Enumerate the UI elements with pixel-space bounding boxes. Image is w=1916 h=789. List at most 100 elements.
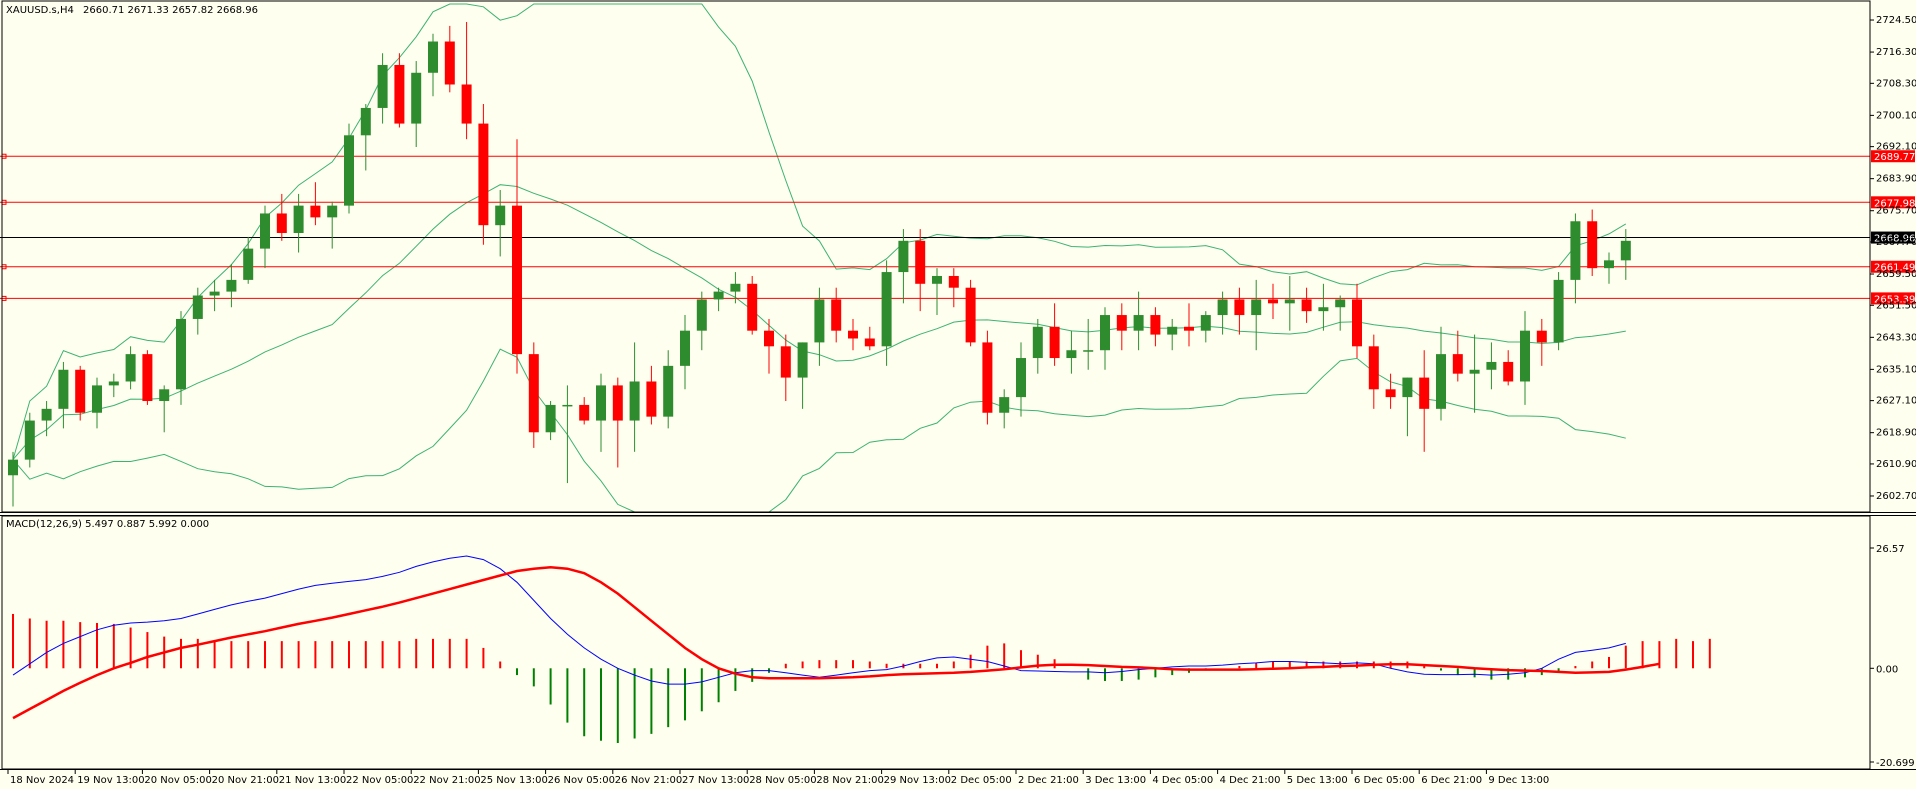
candle	[1167, 318, 1178, 351]
candle-body	[1116, 315, 1127, 331]
candle	[1604, 252, 1614, 284]
time-tick-label: 27 Nov 13:00	[682, 775, 749, 786]
price-tick-label: 2675.70	[1876, 206, 1916, 217]
level-price-tag	[1871, 260, 1915, 273]
candle	[75, 365, 86, 421]
candle-body	[1587, 221, 1598, 269]
candle	[209, 279, 220, 312]
candle	[512, 139, 522, 374]
candle	[1268, 283, 1278, 319]
symbol-header: XAUUSD.s,H4 2660.71 2671.33 2657.82 2668…	[6, 5, 258, 16]
candle-body	[1335, 299, 1346, 308]
candle	[243, 236, 254, 284]
candle-body	[1520, 330, 1530, 382]
candle	[1083, 318, 1094, 370]
price-pane[interactable]	[0, 3, 1870, 513]
candle-body	[226, 279, 237, 292]
candle	[92, 377, 102, 429]
candle	[579, 397, 590, 425]
candle-body	[579, 404, 590, 421]
time-tick-label: 28 Nov 05:00	[749, 775, 816, 786]
time-tick-label: 26 Nov 21:00	[615, 775, 682, 786]
candle	[1620, 229, 1631, 280]
price-tick-label: 2692.10	[1876, 142, 1916, 153]
candle	[276, 193, 287, 241]
candle	[108, 373, 119, 398]
candle	[797, 342, 808, 409]
candle	[1536, 318, 1547, 366]
time-tick-label: 6 Dec 21:00	[1421, 775, 1482, 786]
candle	[176, 311, 186, 405]
price-tick-label: 2643.30	[1876, 332, 1916, 343]
candle-body	[764, 330, 774, 347]
candle-body	[411, 72, 422, 124]
candle	[680, 315, 690, 390]
candle	[58, 361, 69, 429]
candle	[478, 104, 489, 245]
time-tick-label: 2 Dec 05:00	[951, 775, 1012, 786]
candle-body	[159, 389, 170, 402]
time-tick-label: 25 Nov 13:00	[480, 775, 547, 786]
candle-body	[1352, 299, 1362, 347]
time-tick-label: 2 Dec 21:00	[1018, 775, 1079, 786]
candle-body	[1469, 369, 1480, 374]
candle-body	[1100, 315, 1110, 351]
candle-body	[428, 41, 438, 73]
candle-body	[1217, 299, 1228, 316]
candle	[1284, 275, 1295, 331]
candle-body	[92, 385, 102, 413]
candle	[260, 205, 270, 269]
candle-body	[1301, 299, 1312, 312]
candle-body	[696, 299, 707, 331]
candle	[327, 201, 338, 249]
time-tick-label: 21 Nov 13:00	[279, 775, 346, 786]
candle-body	[1452, 354, 1463, 374]
candle-body	[41, 408, 52, 421]
candle	[1486, 342, 1497, 390]
candle-body	[848, 330, 858, 339]
candle	[1016, 342, 1026, 417]
time-tick-label: 19 Nov 13:00	[77, 775, 144, 786]
candle	[1100, 307, 1110, 370]
macd-signal-line	[12, 566, 1660, 720]
price-tick-label: 2610.90	[1876, 459, 1916, 470]
time-tick-label: 28 Nov 21:00	[816, 775, 883, 786]
price-tick-label: 2627.10	[1876, 396, 1916, 407]
symbol-label: XAUUSD.s,H4	[6, 5, 74, 16]
candle	[747, 275, 758, 335]
candle-body	[1150, 315, 1161, 335]
candle	[764, 318, 774, 374]
candle-body	[327, 205, 338, 218]
candle-body	[747, 283, 758, 331]
candle-body	[999, 397, 1010, 413]
candle-body	[1318, 307, 1329, 312]
candle-body	[915, 240, 926, 284]
time-tick-label: 26 Nov 05:00	[548, 775, 615, 786]
candle	[1352, 283, 1362, 359]
candle-body	[125, 354, 136, 382]
candle	[1520, 311, 1530, 405]
candle-body	[1284, 299, 1295, 304]
level-price-label: 2689.77	[1874, 152, 1915, 163]
candle	[41, 401, 52, 437]
macd-tick-label: -20.699	[1876, 758, 1915, 769]
candle-body	[1419, 377, 1430, 409]
candle-body	[8, 459, 18, 476]
time-tick-label: 9 Dec 13:00	[1488, 775, 1549, 786]
candle	[965, 279, 976, 347]
time-tick-label: 4 Dec 21:00	[1220, 775, 1281, 786]
candle-body	[1184, 326, 1194, 331]
candle	[1419, 350, 1430, 452]
macd-pane[interactable]	[12, 555, 1711, 743]
candle	[1301, 287, 1312, 323]
candle	[646, 365, 657, 425]
price-tick-label: 2651.50	[1876, 300, 1916, 311]
candle	[1116, 303, 1127, 351]
candle	[1049, 303, 1060, 366]
candle	[1335, 295, 1346, 331]
time-tick-label: 22 Nov 21:00	[413, 775, 480, 786]
candle-body	[797, 342, 808, 378]
candle	[1368, 334, 1379, 409]
